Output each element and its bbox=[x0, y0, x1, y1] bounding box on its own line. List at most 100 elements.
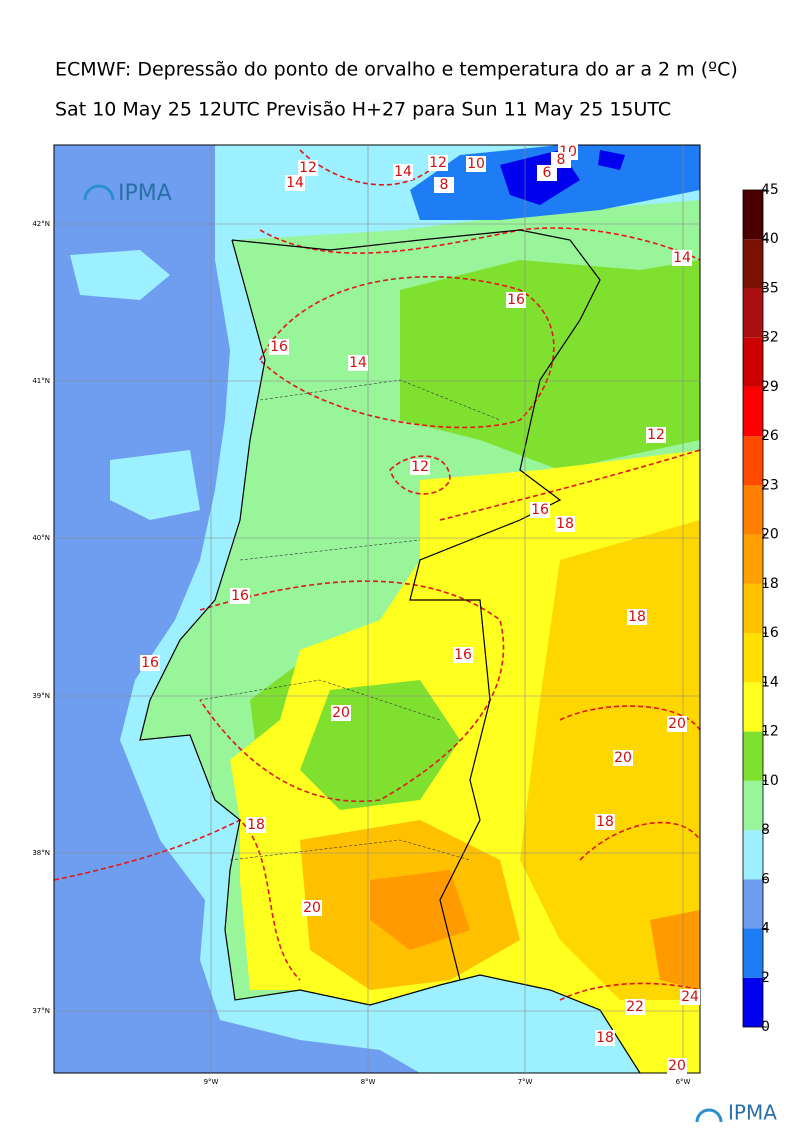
lat-label: 42°N bbox=[32, 220, 50, 228]
logo-icon bbox=[83, 184, 115, 201]
contour-label: 8 bbox=[557, 152, 566, 168]
contour-label: 20 bbox=[303, 900, 321, 916]
lat-label: 39°N bbox=[32, 692, 50, 700]
contour-labels: 1214141210810681416161412121618161816162… bbox=[140, 144, 700, 1074]
lat-label: 37°N bbox=[32, 1007, 50, 1015]
lat-label: 40°N bbox=[32, 534, 50, 542]
colorbar-label: 18 bbox=[761, 576, 779, 592]
colorbar-label: 2 bbox=[761, 970, 770, 986]
contour-label-box bbox=[506, 292, 526, 308]
subtitle: Sat 10 May 25 12UTC Previsão H+27 para S… bbox=[55, 99, 671, 121]
title: ECMWF: Depressão do ponto de orvalho e t… bbox=[55, 59, 738, 81]
colorbar-segment bbox=[743, 386, 763, 437]
colorbar-label: 4 bbox=[761, 921, 770, 937]
colorbar-label: 6 bbox=[761, 871, 770, 887]
lon-label: 6°W bbox=[676, 1078, 691, 1086]
contour-label-box bbox=[140, 655, 160, 671]
contour-label: 20 bbox=[668, 716, 686, 732]
colorbar-segment bbox=[743, 780, 763, 831]
contour-label-box bbox=[595, 1030, 615, 1046]
colorbar-segment bbox=[743, 682, 763, 732]
contour-label: 12 bbox=[299, 160, 317, 176]
colorbar-segment bbox=[743, 190, 763, 240]
contour-label-box bbox=[667, 716, 687, 732]
logo: IPMA bbox=[728, 1101, 777, 1125]
contour-label: 12 bbox=[647, 427, 665, 443]
contour-label-box bbox=[613, 750, 633, 766]
contour-label-box bbox=[348, 355, 368, 371]
contour-label-box bbox=[410, 459, 430, 475]
contour-label-box bbox=[428, 155, 448, 171]
colorbar-label: 35 bbox=[761, 280, 779, 296]
colorbar-segment bbox=[743, 977, 763, 1027]
colorbar-label: 10 bbox=[761, 773, 779, 789]
contour-label: 16 bbox=[270, 339, 288, 355]
contour-label: 16 bbox=[507, 292, 525, 308]
colorbar-segment bbox=[743, 337, 763, 387]
lon-label: 8°W bbox=[361, 1078, 376, 1086]
lat-label: 38°N bbox=[32, 849, 50, 857]
contour-label-box bbox=[625, 999, 645, 1015]
contour-label-box bbox=[434, 177, 454, 193]
contour-label: 16 bbox=[231, 588, 249, 604]
contour-label: 12 bbox=[429, 155, 447, 171]
contour-label: 14 bbox=[673, 250, 691, 266]
colorbar-label: 8 bbox=[761, 822, 770, 838]
contour-label-box bbox=[627, 609, 647, 625]
contour-label-box bbox=[551, 152, 571, 168]
map-frame bbox=[53, 144, 701, 1074]
contour-label-box bbox=[646, 427, 666, 443]
contour-label: 10 bbox=[467, 156, 485, 172]
colorbar: 0 2 4 6 8 10 12 14 16 18 20 23 26 29 32 35 40 45 bbox=[742, 182, 779, 1035]
colorbar-segment bbox=[743, 485, 763, 535]
contour-label: 18 bbox=[247, 817, 265, 833]
colorbar-label: 32 bbox=[761, 330, 779, 346]
colorbar-label: 16 bbox=[761, 625, 779, 641]
contour-label-box bbox=[537, 165, 557, 181]
colorbar-frame bbox=[742, 189, 764, 1028]
colorbar-segment bbox=[743, 633, 763, 683]
contour-label: 18 bbox=[596, 814, 614, 830]
colorbar-segment bbox=[743, 928, 763, 978]
contour-label: 18 bbox=[556, 516, 574, 532]
contour-label-box bbox=[680, 989, 700, 1005]
contour-label-box bbox=[555, 516, 575, 532]
colorbar-segment bbox=[743, 534, 763, 584]
contour-label-box bbox=[246, 817, 266, 833]
contour-label: 18 bbox=[596, 1030, 614, 1046]
colorbar-label: 20 bbox=[761, 527, 779, 543]
colorbar-segment bbox=[743, 288, 763, 338]
colorbar-segment bbox=[743, 830, 763, 880]
contour-label-box bbox=[302, 900, 322, 916]
contour-label-box bbox=[285, 175, 305, 191]
contour-label-box bbox=[453, 647, 473, 663]
contour-label: 16 bbox=[531, 502, 549, 518]
contour-label-box bbox=[530, 502, 550, 518]
contour-label: 16 bbox=[454, 647, 472, 663]
colorbar-segment bbox=[743, 239, 763, 289]
colorbar-label: 29 bbox=[761, 379, 779, 395]
contour-label-box bbox=[667, 1058, 687, 1074]
lon-label: 7°W bbox=[518, 1078, 533, 1086]
contour-label-box bbox=[298, 160, 318, 176]
colorbar-segment bbox=[743, 879, 763, 929]
logo-icon bbox=[695, 1108, 723, 1123]
contour-label: 24 bbox=[681, 989, 699, 1005]
lat-label: 41°N bbox=[32, 377, 50, 385]
contour-label: 6 bbox=[543, 165, 552, 181]
colorbar-segment bbox=[743, 731, 763, 781]
graticule: 42°N 41°N 40°N 39°N 38°N 37°N 9°W 8°W 7°W 6°W bbox=[32, 145, 700, 1086]
contour-label-box bbox=[269, 339, 289, 355]
contour-label: 14 bbox=[394, 164, 412, 180]
contour-label: 16 bbox=[141, 655, 159, 671]
contour-label-box bbox=[230, 588, 250, 604]
contour-label-box bbox=[331, 705, 351, 721]
colorbar-label: 14 bbox=[761, 674, 779, 690]
contour-label: 14 bbox=[286, 175, 304, 191]
colorbar-label: 12 bbox=[761, 724, 779, 740]
colorbar-label: 45 bbox=[761, 182, 779, 198]
logo: IPMA bbox=[118, 181, 172, 206]
contour-label-box bbox=[672, 250, 692, 266]
